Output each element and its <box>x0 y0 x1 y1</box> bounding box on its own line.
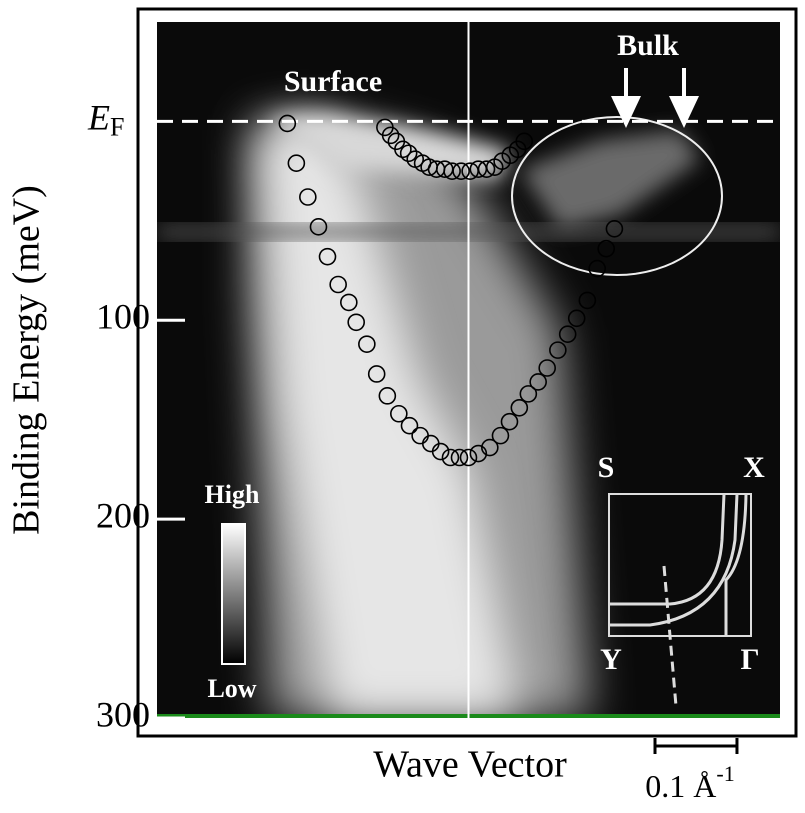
inset-label: Γ <box>740 643 759 676</box>
data-point <box>558 325 577 344</box>
data-point <box>381 126 400 145</box>
data-point <box>394 140 412 159</box>
data-point <box>278 114 297 133</box>
intensity <box>157 115 780 718</box>
scale-bar-value: 0.1 Å <box>645 768 716 804</box>
data-point <box>378 387 397 405</box>
inset-label: S <box>598 451 615 484</box>
fermi-label-main: E <box>87 98 110 138</box>
colorbar <box>221 523 246 665</box>
bulk-label: Bulk <box>617 29 679 62</box>
data-point <box>329 275 347 294</box>
data-point <box>287 154 306 172</box>
data-point <box>515 132 534 151</box>
data-point <box>481 438 499 457</box>
inset-label: Y <box>600 643 622 676</box>
frame <box>136 7 798 738</box>
data-point <box>538 359 556 377</box>
fermi-label: EF <box>87 98 124 142</box>
data-point <box>605 220 624 238</box>
data-point <box>309 218 328 236</box>
y-tick-label: 100 <box>96 297 150 337</box>
data-point <box>450 448 469 467</box>
data-point <box>578 291 597 310</box>
data-point <box>459 448 478 467</box>
data-point <box>469 444 488 463</box>
inset <box>608 493 752 707</box>
data-point <box>390 404 408 423</box>
colorbar-low: Low <box>207 674 256 703</box>
inset-label: X <box>743 451 765 484</box>
data-point <box>431 442 450 461</box>
data-point <box>597 239 616 258</box>
data-point <box>500 412 519 431</box>
y-tick-label: 200 <box>96 495 150 535</box>
data-point <box>519 385 538 403</box>
data-point <box>441 448 460 467</box>
data-point <box>549 341 567 359</box>
data-point <box>567 309 586 328</box>
scale-bar-label: 0.1 Å-1 <box>645 761 734 804</box>
data-point <box>358 335 376 353</box>
surface-label: Surface <box>284 65 382 98</box>
data-point <box>340 293 358 312</box>
data-point <box>510 398 529 417</box>
data-point <box>400 416 419 435</box>
data-point <box>318 247 337 266</box>
fermi-label-sub: F <box>110 112 124 141</box>
data-point <box>347 313 365 332</box>
data-point <box>367 365 386 383</box>
data-point <box>299 188 317 206</box>
colorbar-high: High <box>205 480 260 509</box>
x-axis-label: Wave Vector <box>373 744 567 786</box>
data-point <box>443 162 461 180</box>
data-point <box>452 162 470 180</box>
data-point <box>529 373 547 391</box>
data-point <box>588 259 606 278</box>
arrows <box>611 68 699 128</box>
y-axis-label: Binding Energy (meV) <box>6 185 48 535</box>
data-point <box>491 426 510 445</box>
bulk-ellipse <box>511 116 723 276</box>
y-tick-label: 300 <box>96 694 150 734</box>
data-point <box>399 144 418 163</box>
scale-bar-exponent: -1 <box>716 761 734 786</box>
data-point <box>477 160 496 178</box>
